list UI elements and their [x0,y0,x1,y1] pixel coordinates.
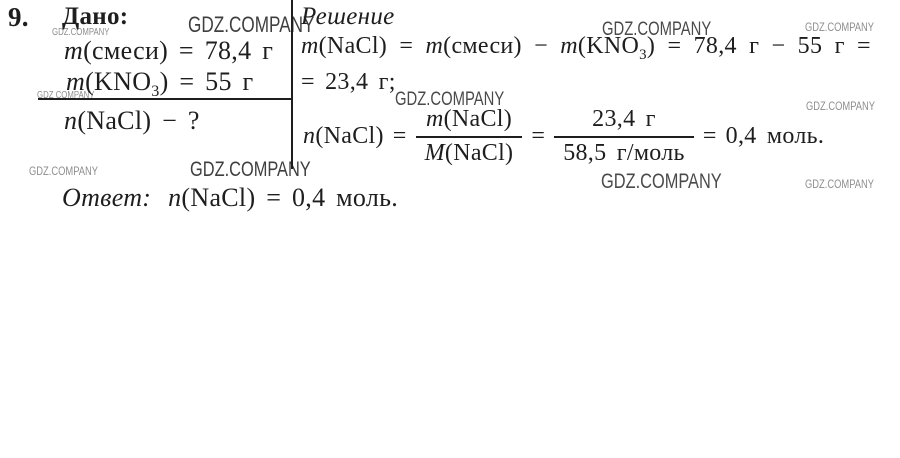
column-divider-line [291,0,293,169]
watermark: GDZ.COMPANY [190,158,311,181]
eq2-result: 0,4 моль. [725,122,825,149]
watermark: GDZ.COMPANY [395,89,505,110]
variable-n: n [303,122,316,149]
given-line1-value: (смеси) = 78,4 г [83,36,274,65]
fraction-numerator: 23,4 г [592,105,656,132]
find-question: (NaCl) − ? [77,106,200,135]
answer-rest: (NaCl) = 0,4 моль. [181,183,399,212]
equals-sign: = [392,122,407,149]
problem-number: 9. [8,2,29,32]
given-line-mass-mixture: m(смеси) = 78,4 г [64,36,273,66]
equals-sign: = [531,122,546,149]
eq2-lhs: n(NaCl) [303,123,384,150]
fraction-denominator: M(NaCl) [415,135,523,167]
watermark: GDZ.COMPANY [601,170,722,193]
eq1-seg2: (смеси) − [443,33,561,59]
watermark: GDZ.COMPANY [52,27,110,38]
solution-label: Решение [301,3,395,30]
subscript-3: 3 [639,46,647,63]
eq2-lhs-rest: (NaCl) [315,122,384,149]
answer-line: Ответ: n(NaCl) = 0,4 моль. [62,183,398,213]
fraction-numeric-values: 23,4 г 58,5 г/моль [554,106,694,167]
watermark: GDZ.COMPANY [806,99,875,113]
solution-equation-1-continued: = 23,4 г; [301,69,396,95]
watermark: GDZ.COMPANY [29,164,98,178]
equals-sign: = [702,122,717,149]
variable-M: M [424,139,445,166]
numerator-rest: (NaCl) [443,105,513,132]
given-find-line: n(NaCl) − ? [64,106,200,136]
solution-equation-1: m(NaCl) = m(смеси) − m(KNO3) = 78,4 г − … [301,33,871,63]
variable-m: m [66,67,86,96]
fraction-mass-over-molar-mass: m(NaCl) M(NaCl) [415,106,523,167]
variable-m: m [560,33,578,59]
variable-m: m [425,33,444,59]
variable-m: m [425,105,444,132]
given-separator-line [38,98,292,100]
fraction-denominator: 58,5 г/моль [554,135,694,167]
watermark: GDZ.COMPANY [602,19,712,40]
denominator-rest: (NaCl) [444,139,514,166]
answer-value: n(NaCl) = 0,4 моль. [168,183,398,212]
eq1-seg1: (NaCl) = [318,33,426,59]
answer-label: Ответ: [62,183,152,212]
given-line2-value: ) = 55 г [159,67,254,96]
watermark: GDZ.COMPANY [805,20,874,34]
watermark: GDZ.COMPANY [805,177,874,191]
solution-equation-2: n(NaCl) = m(NaCl) M(NaCl) = 23,4 г 58,5 … [303,100,833,172]
watermark: GDZ.COMPANY [188,12,315,37]
variable-n: n [168,183,182,212]
given-label: Дано: [62,3,129,30]
variable-n: n [64,106,78,135]
variable-m: m [301,33,319,59]
variable-m: m [64,36,84,65]
formula-kno3-pre: (KNO [577,33,640,59]
subscript-3: 3 [151,83,160,101]
watermark: GDZ COMPANY [37,90,95,101]
formula-kno3-pre: (KNO [85,67,152,96]
fraction-numerator: m(NaCl) [416,106,523,136]
eq1-seg3: ) = 78,4 г − 55 г = [646,33,871,59]
given-line-mass-kno3: m(KNO3) = 55 г [66,67,254,101]
